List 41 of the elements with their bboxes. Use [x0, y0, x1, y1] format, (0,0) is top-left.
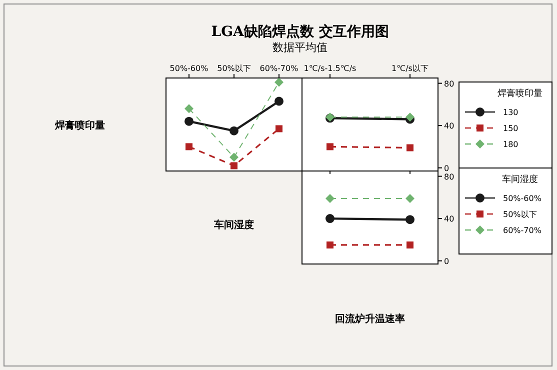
legend-label: 130	[503, 108, 518, 117]
legend-label: 150	[503, 124, 518, 133]
point	[326, 143, 334, 150]
point	[406, 241, 414, 248]
point	[406, 144, 414, 152]
y-tick-label: 80	[444, 79, 454, 88]
y-tick-label: 80	[444, 172, 454, 182]
chart-subtitle: 数据平均值	[272, 41, 328, 54]
point	[326, 241, 334, 248]
x-axis-title: 车间湿度	[213, 219, 254, 231]
legend-label: 180	[503, 140, 518, 149]
point	[230, 152, 238, 162]
point	[406, 215, 414, 224]
x-axis-title: 回流炉升温速率	[335, 313, 405, 325]
legend-label: 50%-60%	[503, 194, 542, 203]
chart-title: LGA缺陷焊点数 交互作用图	[211, 23, 389, 40]
point	[230, 162, 238, 170]
y-tick-label: 40	[444, 214, 454, 224]
point	[274, 96, 284, 106]
x-tick-label: 60%-70%	[260, 64, 299, 73]
y-axis-title: 焊膏喷印量	[54, 120, 105, 132]
y-tick-label: 40	[444, 122, 454, 131]
point	[184, 104, 194, 114]
y-tick-label: 0	[444, 164, 450, 173]
legend-label: 50%以下	[503, 210, 537, 219]
point	[274, 78, 284, 87]
point	[186, 143, 192, 150]
y-tick-label: 0	[444, 256, 450, 266]
x-tick-label: 1℃/s-1.5℃/s	[304, 64, 356, 73]
x-tick-label: 50%-60%	[170, 64, 209, 73]
point	[326, 214, 334, 224]
point	[276, 125, 282, 132]
legend-label: 60%-70%	[503, 226, 542, 235]
point	[184, 116, 194, 126]
point	[406, 194, 414, 203]
legend-title: 焊膏喷印量	[498, 88, 542, 99]
point	[230, 126, 238, 136]
x-tick-label: 1℃/s以下	[392, 64, 428, 73]
x-tick-label: 50%以下	[217, 64, 251, 73]
legend-title: 车间湿度	[502, 174, 538, 185]
point	[326, 194, 334, 203]
